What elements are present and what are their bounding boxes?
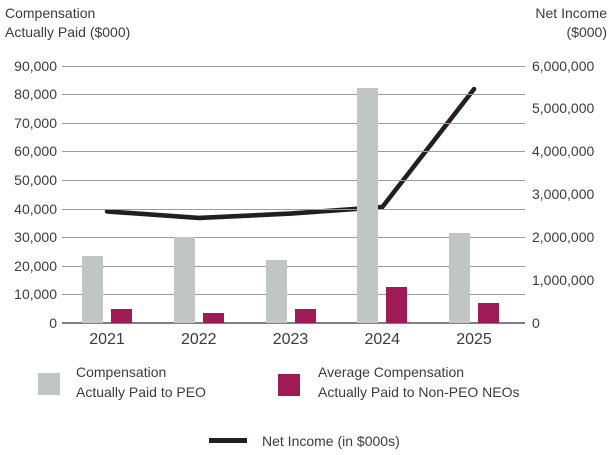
legend-peo-label-line2: Actually Paid to PEO <box>76 383 206 400</box>
legend-non-peo-label: Average Compensation Actually Paid to No… <box>318 363 520 402</box>
bar-peo-2025 <box>449 232 470 323</box>
y-axis-tick-left: 40,000 <box>14 200 57 217</box>
right-axis-title: Net Income ($000) <box>535 4 607 42</box>
x-axis-label: 2021 <box>89 331 125 348</box>
bar-non-peo-2021 <box>111 308 132 323</box>
gridline <box>62 265 525 267</box>
gridline <box>62 294 525 296</box>
legend-net-income-swatch <box>209 438 247 443</box>
bar-non-peo-2022 <box>202 312 224 323</box>
bar-non-peo-2025 <box>478 302 499 323</box>
x-axis-label: 2023 <box>272 331 309 348</box>
right-axis-title-line2: ($000) <box>566 24 607 40</box>
legend-non-peo-swatch <box>278 374 300 396</box>
y-axis-tick-left: 50,000 <box>14 171 57 188</box>
gridline <box>62 322 525 324</box>
y-axis-tick-right: 6,000,000 <box>532 57 595 74</box>
y-axis-tick-right: 3,000,000 <box>532 186 595 203</box>
gridline <box>62 237 525 239</box>
legend-peo-label-line1: Compensation <box>76 364 167 380</box>
right-axis-title-line1: Net Income <box>535 5 607 21</box>
gridline <box>62 151 525 153</box>
y-axis-tick-left: 90,000 <box>14 57 57 74</box>
bar-non-peo-2023 <box>294 308 316 323</box>
net-income-line <box>104 86 477 221</box>
gridline <box>62 208 525 210</box>
gridline <box>62 122 525 124</box>
bar-peo-2022 <box>173 237 195 323</box>
y-axis-tick-right: 2,000,000 <box>532 229 595 246</box>
y-axis-tick-right: 5,000,000 <box>532 100 595 117</box>
left-axis-title-line1: Compensation <box>5 5 96 21</box>
x-axis-label: 2025 <box>456 331 492 348</box>
gridline <box>62 179 525 181</box>
legend-non-peo-label-line2: Actually Paid to Non-PEO NEOs <box>318 383 520 400</box>
x-axis-label: 2022 <box>180 331 217 348</box>
legend-peo-label: Compensation Actually Paid to PEO <box>76 363 206 402</box>
left-axis-title-line2: Actually Paid ($000) <box>5 24 131 40</box>
bar-peo-2024 <box>357 88 379 323</box>
y-axis-tick-left: 10,000 <box>14 286 57 303</box>
y-axis-tick-left: 0 <box>49 315 57 331</box>
y-axis-tick-left: 20,000 <box>14 257 57 274</box>
gridline <box>62 94 525 96</box>
legend-non-peo-label-line1: Average Compensation <box>318 364 465 380</box>
bar-peo-2021 <box>82 255 103 323</box>
y-axis-tick-right: 0 <box>532 315 540 331</box>
legend-peo-swatch <box>38 373 60 395</box>
bar-non-peo-2024 <box>386 287 408 323</box>
y-axis-tick-left: 70,000 <box>14 114 57 131</box>
y-axis-tick-left: 30,000 <box>14 229 57 246</box>
legend-net-income-label: Net Income (in $000s) <box>262 433 400 449</box>
y-axis-tick-left: 80,000 <box>14 86 57 103</box>
gridline <box>62 65 525 67</box>
y-axis-tick-right: 1,000,000 <box>532 272 595 289</box>
left-axis-title: Compensation Actually Paid ($000) <box>5 4 130 42</box>
y-axis-tick-right: 4,000,000 <box>532 143 595 160</box>
bar-peo-2023 <box>265 260 287 323</box>
x-axis-label: 2024 <box>364 331 401 348</box>
y-axis-tick-left: 60,000 <box>14 143 57 160</box>
